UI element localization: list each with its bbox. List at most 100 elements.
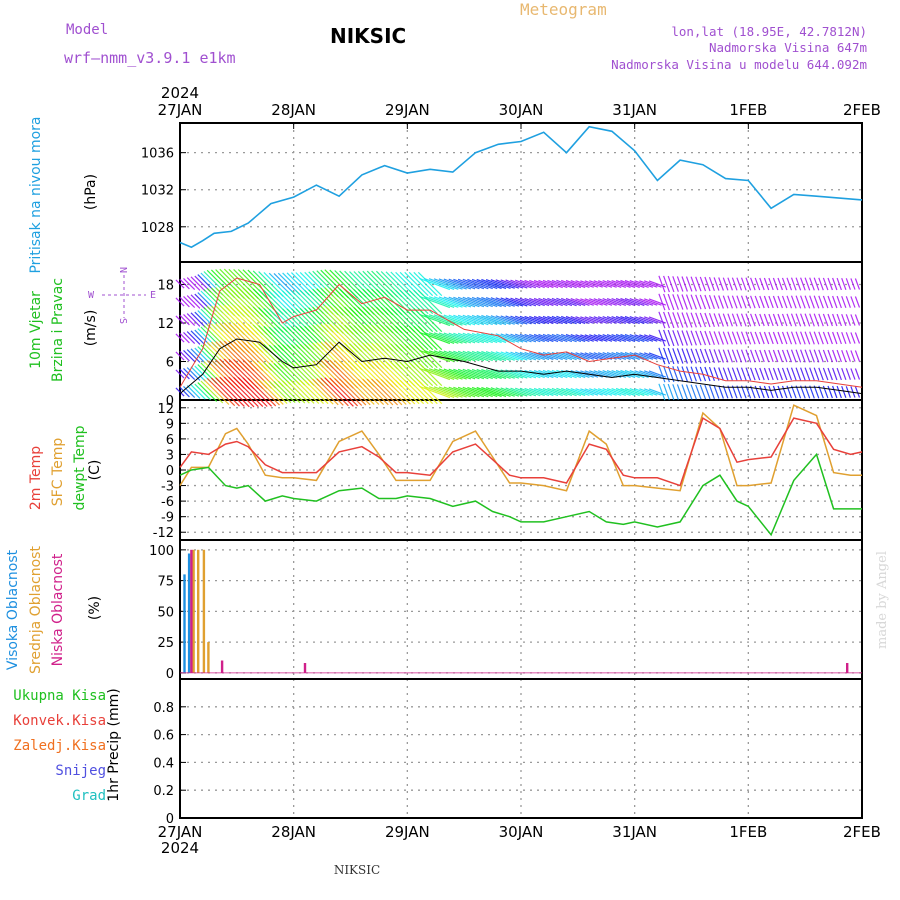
wind-arrow <box>510 279 532 289</box>
wind-arrow <box>643 280 662 288</box>
wind-arrow <box>822 295 829 309</box>
wind-arrow <box>542 297 563 307</box>
panel-frame <box>179 122 863 263</box>
wind-arrow <box>731 349 738 363</box>
wind-arrow <box>781 367 788 381</box>
wind-arrow <box>408 307 434 333</box>
y-tick-label: -3 <box>161 480 174 495</box>
x-tick-label-bottom: 30JAN <box>499 823 544 841</box>
wind-arrow <box>453 314 480 326</box>
wind-gust-line <box>179 277 863 388</box>
wind-arrow <box>580 298 599 306</box>
y-tick-label: 3 <box>166 448 174 463</box>
wind-arrow <box>417 379 443 405</box>
wind-arrow <box>629 316 649 324</box>
wind-arrow <box>790 277 797 291</box>
wind-arrow <box>443 296 472 308</box>
wind-arrow <box>854 314 861 326</box>
wind-arrow <box>634 388 654 396</box>
wind-arrow <box>423 296 455 308</box>
wind-arrow <box>575 280 594 288</box>
wind-arrow <box>419 367 451 381</box>
wind-arrow <box>809 367 815 381</box>
mid_cloud-bar <box>207 642 210 673</box>
wind-arrow <box>731 367 738 381</box>
wind-arrow <box>602 388 622 396</box>
wind-arrow <box>836 295 842 309</box>
dewpoint-line <box>179 452 862 537</box>
wind-arrow <box>203 379 230 405</box>
wind-arrow <box>593 370 613 378</box>
y-tick-label: 6 <box>166 355 174 370</box>
wind-arrow <box>263 379 288 405</box>
wind-arrow <box>495 351 520 361</box>
wind-arrow <box>575 298 594 306</box>
wind-arrow <box>832 295 838 309</box>
wind-arrow <box>800 349 806 363</box>
wind-arrow <box>547 351 568 361</box>
wind-arrow <box>547 297 568 307</box>
wind-arrow <box>672 330 679 346</box>
wind-arrow <box>556 333 577 343</box>
wind-arrow <box>845 332 851 344</box>
wind-arrow <box>772 349 779 363</box>
wind-arrow <box>676 366 684 382</box>
model-name: wrf—nmm_v3.9.1 e1km <box>64 49 236 67</box>
wind-arrow <box>663 383 670 401</box>
wind-arrow <box>533 279 554 289</box>
wind-arrow <box>836 277 842 291</box>
wind-arrow <box>556 297 577 307</box>
wind-arrow <box>510 351 532 361</box>
low_cloud-bar <box>846 663 849 673</box>
wind-arrow <box>704 384 711 400</box>
wind-arrow <box>639 370 658 378</box>
panel-frame <box>179 539 863 680</box>
wind-arrow <box>408 343 434 369</box>
x-tick-label-top: 30JAN <box>499 101 544 119</box>
wind-arrow <box>606 388 627 396</box>
wind-arrow <box>777 277 783 291</box>
wind-arrow <box>795 277 802 291</box>
wind-arrow <box>179 332 190 344</box>
wind-arrow <box>443 278 472 290</box>
dewpoint-axis-label: dewpt Temp <box>72 425 88 510</box>
wind-arrow <box>500 315 524 325</box>
wind-arrow <box>186 295 201 309</box>
wind-arrow <box>629 352 649 360</box>
wind-arrow <box>433 278 463 290</box>
wind-arrow <box>763 277 770 291</box>
wind-arrow <box>836 367 842 381</box>
wind-arrow <box>620 297 640 307</box>
wind-arrow <box>704 366 711 382</box>
wind-arrow <box>453 368 480 380</box>
y-tick-label: -6 <box>161 495 174 510</box>
wind-arrow <box>790 313 797 327</box>
compass-east: E <box>150 290 156 301</box>
wind-arrow <box>718 331 724 345</box>
wind-arrow <box>542 351 563 361</box>
wind-arrow <box>836 331 842 345</box>
wind-arrow <box>529 387 550 397</box>
mid_cloud-bar <box>202 549 206 673</box>
wind-arrow <box>433 332 463 344</box>
wind-arrow <box>699 384 707 400</box>
wind-arrow <box>624 333 645 343</box>
y-tick-label: 0 <box>166 394 174 409</box>
wind-arrow <box>575 352 594 360</box>
wind-arrow <box>713 385 720 399</box>
pressure-unit: (hPa) <box>83 174 99 210</box>
wind-arrow <box>471 368 498 380</box>
wind-arrow <box>481 314 507 326</box>
wind-arrow <box>827 277 833 291</box>
wind-arrow <box>423 278 455 290</box>
wind-arrow <box>268 380 292 404</box>
wind-arrow <box>727 385 733 399</box>
wind-arrow <box>462 368 489 380</box>
year-bottom: 2024 <box>161 839 199 857</box>
wind-arrow <box>471 386 498 398</box>
wind-arrow <box>750 367 756 381</box>
wind-arrow <box>448 278 476 290</box>
wind-arrow <box>727 331 733 345</box>
wind-arrow <box>417 289 443 315</box>
wind-arrow <box>606 298 627 306</box>
